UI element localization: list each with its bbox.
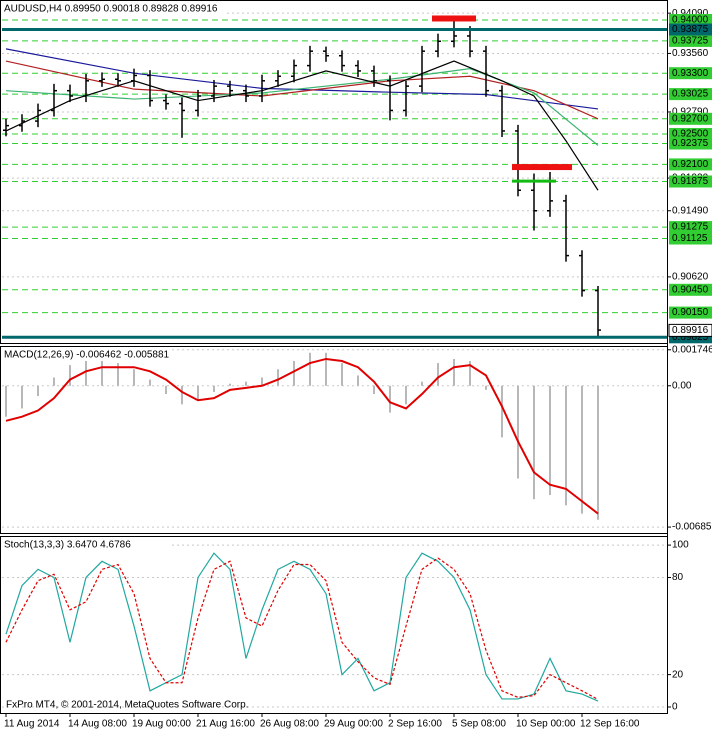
pane-title: MACD(12,26,9) -0.006462 -0.005881 — [4, 350, 170, 361]
y-tick-label: 0.00 — [672, 380, 692, 391]
last-price-label: 0.89916 — [672, 325, 709, 336]
level-label: 0.94000 — [672, 15, 709, 26]
x-tick-label: 12 Sep 16:00 — [580, 719, 640, 730]
y-tick-label: 100 — [672, 540, 689, 551]
x-tick-label: 11 Aug 2014 — [4, 719, 60, 730]
y-tick-label: -0.006853 — [672, 522, 712, 533]
level-label-bg — [669, 137, 712, 150]
y-tick-label: 0.91490 — [672, 205, 709, 216]
level-label-bg — [669, 112, 712, 125]
y-tick-label: 0.94090 — [672, 8, 709, 19]
series-line — [5, 557, 599, 700]
level-label-bg — [669, 67, 712, 80]
y-tick-label: 0 — [672, 702, 678, 713]
key-level-label: 0.89825 — [672, 332, 709, 343]
level-label-bg — [669, 283, 712, 296]
y-tick-label: 0.90620 — [672, 272, 709, 283]
level-label: 0.92375 — [672, 138, 709, 149]
level-label-bg — [669, 175, 712, 188]
series-line — [5, 552, 599, 702]
level-label-bg — [669, 158, 712, 171]
level-label-bg — [669, 34, 712, 47]
level-label: 0.92500 — [672, 129, 709, 140]
key-level-label: 0.93875 — [672, 24, 709, 35]
level-label: 0.90450 — [672, 284, 709, 295]
y-tick-label: 0.93560 — [672, 48, 709, 59]
x-tick-label: 26 Aug 08:00 — [260, 719, 319, 730]
level-label: 0.92100 — [672, 159, 709, 170]
y-tick-label: 20 — [672, 669, 684, 680]
title-bg — [2, 538, 172, 551]
x-tick-label: 14 Aug 08:00 — [68, 719, 127, 730]
level-label: 0.92700 — [672, 113, 709, 124]
y-tick-label: 80 — [672, 572, 684, 583]
x-tick-label: 21 Aug 16:00 — [196, 719, 255, 730]
level-label: 0.91275 — [672, 222, 709, 233]
level-label: 0.91875 — [672, 176, 709, 187]
level-label-bg — [669, 88, 712, 101]
marker — [512, 164, 572, 171]
title-bg — [2, 2, 224, 15]
marker — [512, 179, 556, 183]
title-bg — [2, 348, 172, 361]
series-line — [5, 60, 599, 191]
x-tick-label: 19 Aug 00:00 — [132, 719, 191, 730]
x-tick-label: 5 Sep 08:00 — [452, 719, 506, 730]
pane-title: Stoch(13,3,3) 3.6470 4.6786 — [4, 540, 131, 551]
level-label: 0.90150 — [672, 307, 709, 318]
x-tick-label: 29 Aug 00:00 — [324, 719, 383, 730]
level-label-bg — [669, 14, 712, 26]
level-label: 0.93025 — [672, 89, 709, 100]
last-price-bg — [668, 323, 712, 337]
y-tick-label: 0.92790 — [672, 107, 709, 118]
level-label: 0.91125 — [672, 233, 708, 244]
key-level-label-bg — [669, 23, 712, 36]
level-label: 0.93725 — [672, 36, 709, 47]
series-line — [5, 48, 599, 110]
level-label-bg — [669, 221, 712, 234]
level-label-bg — [669, 128, 712, 140]
x-tick-label: 10 Sep 00:00 — [516, 719, 576, 730]
x-tick-label: 2 Sep 16:00 — [388, 719, 442, 730]
series-line — [5, 357, 599, 515]
marker — [432, 15, 476, 22]
level-label-bg — [669, 232, 712, 245]
level-label: 0.93300 — [672, 68, 709, 79]
level-label-bg — [669, 306, 712, 319]
annotation: FxPro MT4, © 2001-2014, MetaQuotes Softw… — [6, 700, 248, 711]
y-tick-label: 0.001746 — [672, 344, 712, 355]
pane-title: AUDUSD,H4 0.89950 0.90018 0.89828 0.8991… — [4, 4, 218, 15]
